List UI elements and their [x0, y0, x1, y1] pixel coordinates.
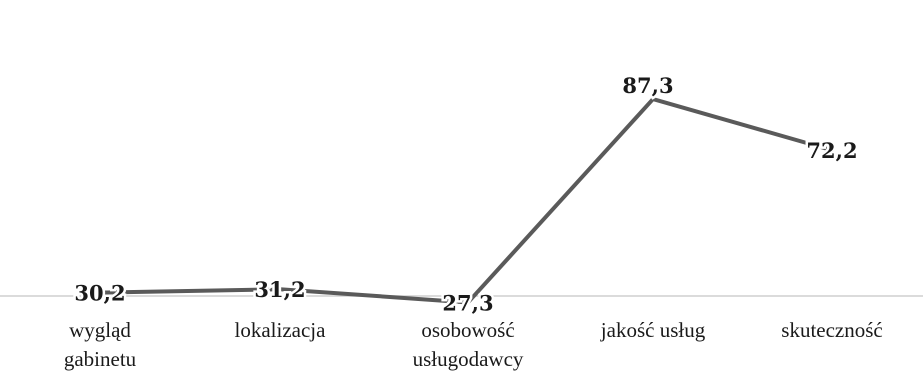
series-line [98, 97, 834, 305]
data-label: 72,2 [806, 138, 857, 163]
x-tick-label: lokalizacja [235, 318, 327, 342]
x-tick-label-line: osobowość [421, 318, 514, 342]
data-label: 31,2 [254, 277, 305, 302]
x-tick-labels: wygląd gabinetu lokalizacja osobowość usługo… [64, 318, 883, 371]
x-tick-label-line: jakość usług [600, 318, 706, 342]
x-tick-label: jakość usług [600, 318, 706, 342]
x-tick-label-line: skuteczność [781, 318, 882, 342]
x-tick-label: skuteczność [781, 318, 882, 342]
x-tick-label: osobowość usługodawcy [413, 318, 524, 371]
x-tick-label-line: wygląd [69, 318, 131, 342]
data-label: 87,3 [622, 73, 673, 98]
data-labels: 30,2 31,2 27,3 87,3 72,2 [72, 71, 860, 318]
x-tick-label: wygląd gabinetu [64, 318, 137, 371]
x-tick-label-line: gabinetu [64, 347, 137, 371]
x-tick-label-line: lokalizacja [235, 318, 327, 342]
x-tick-label-line: usługodawcy [413, 347, 524, 371]
data-label: 27,3 [442, 290, 493, 315]
series-group [98, 97, 834, 305]
data-label: 30,2 [74, 281, 125, 306]
